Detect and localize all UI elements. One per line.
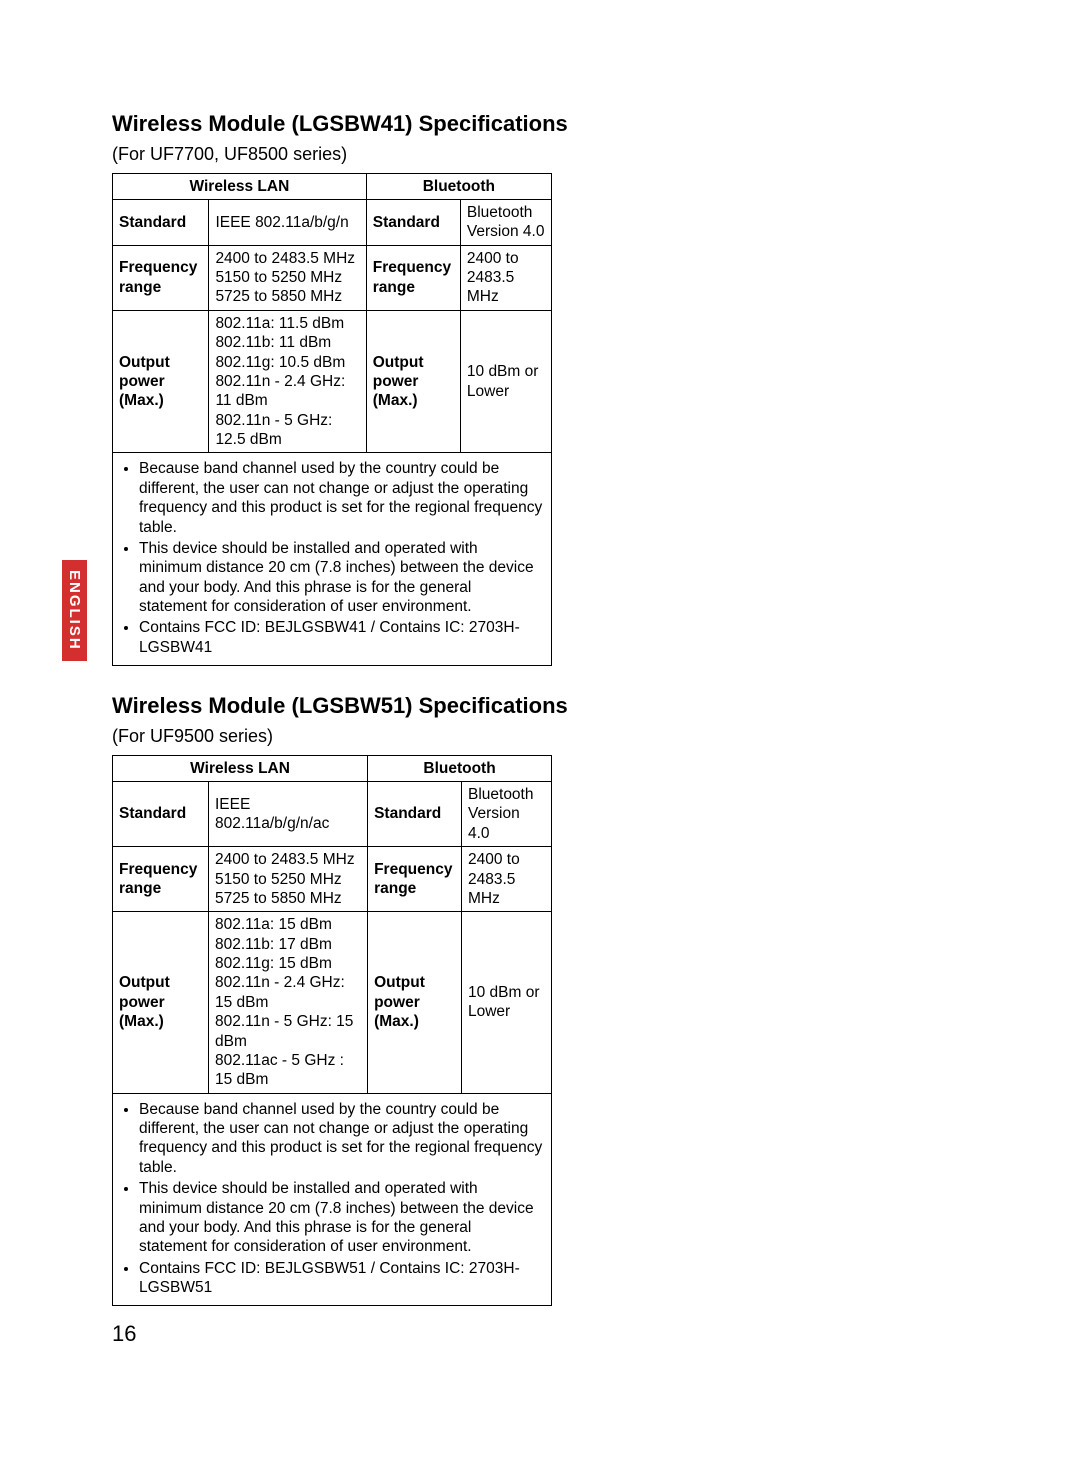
- section1-subtitle: (For UF7700, UF8500 series): [112, 144, 682, 165]
- language-tab: ENGLISH: [62, 560, 87, 661]
- t2-freq-wlan-label: Frequency range: [113, 847, 209, 912]
- t2-note-1: Because band channel used by the country…: [139, 1100, 543, 1178]
- t2-standard-wlan-label: Standard: [113, 782, 209, 847]
- section1-title: Wireless Module (LGSBW41) Specifications: [112, 110, 682, 138]
- t1-freq-bt-val: 2400 to 2483.5 MHz: [460, 245, 551, 310]
- t1-power-wlan-label: Output power (Max.): [113, 310, 209, 453]
- t1-freq-wlan-val: 2400 to 2483.5 MHz5150 to 5250 MHz5725 t…: [209, 245, 366, 310]
- t1-standard-bt-val: Bluetooth Version 4.0: [460, 199, 551, 245]
- table1-header-wlan: Wireless LAN: [113, 173, 367, 199]
- t2-power-bt-label: Output power (Max.): [368, 912, 462, 1093]
- t2-power-wlan-val: 802.11a: 15 dBm802.11b: 17 dBm802.11g: 1…: [208, 912, 367, 1093]
- t2-note-2: This device should be installed and oper…: [139, 1179, 543, 1257]
- table2-header-bt: Bluetooth: [368, 755, 552, 781]
- spec-table-2: Wireless LAN Bluetooth Standard IEEE 802…: [112, 755, 552, 1307]
- t2-standard-wlan-val: IEEE 802.11a/b/g/n/ac: [208, 782, 367, 847]
- spec-table-1: Wireless LAN Bluetooth Standard IEEE 802…: [112, 173, 552, 667]
- section2-title: Wireless Module (LGSBW51) Specifications: [112, 692, 682, 720]
- t1-freq-wlan-label: Frequency range: [113, 245, 209, 310]
- t2-note-3: Contains FCC ID: BEJLGSBW51 / Contains I…: [139, 1259, 543, 1298]
- t1-note-1: Because band channel used by the country…: [139, 459, 543, 537]
- t1-note-3: Contains FCC ID: BEJLGSBW41 / Contains I…: [139, 618, 543, 657]
- t2-freq-bt-label: Frequency range: [368, 847, 462, 912]
- t1-standard-wlan-val: IEEE 802.11a/b/g/n: [209, 199, 366, 245]
- t1-power-bt-label: Output power (Max.): [366, 310, 460, 453]
- t2-standard-bt-val: Bluetooth Version 4.0: [461, 782, 551, 847]
- t1-power-bt-val: 10 dBm or Lower: [460, 310, 551, 453]
- t1-freq-bt-label: Frequency range: [366, 245, 460, 310]
- t2-freq-wlan-val: 2400 to 2483.5 MHz5150 to 5250 MHz5725 t…: [208, 847, 367, 912]
- section2-subtitle: (For UF9500 series): [112, 726, 682, 747]
- t2-notes: Because band channel used by the country…: [113, 1093, 552, 1306]
- t1-note-2: This device should be installed and oper…: [139, 539, 543, 617]
- table1-header-bt: Bluetooth: [366, 173, 551, 199]
- t1-power-wlan-val: 802.11a: 11.5 dBm802.11b: 11 dBm802.11g:…: [209, 310, 366, 453]
- t1-standard-wlan-label: Standard: [113, 199, 209, 245]
- t1-notes: Because band channel used by the country…: [113, 453, 552, 666]
- t2-power-wlan-label: Output power (Max.): [113, 912, 209, 1093]
- table2-header-wlan: Wireless LAN: [113, 755, 368, 781]
- document-page: ENGLISH Wireless Module (LGSBW41) Specif…: [0, 0, 1080, 1477]
- t2-power-bt-val: 10 dBm or Lower: [461, 912, 551, 1093]
- t2-standard-bt-label: Standard: [368, 782, 462, 847]
- page-number: 16: [112, 1321, 136, 1347]
- t1-standard-bt-label: Standard: [366, 199, 460, 245]
- t2-freq-bt-val: 2400 to 2483.5 MHz: [461, 847, 551, 912]
- page-content: Wireless Module (LGSBW41) Specifications…: [112, 110, 682, 1306]
